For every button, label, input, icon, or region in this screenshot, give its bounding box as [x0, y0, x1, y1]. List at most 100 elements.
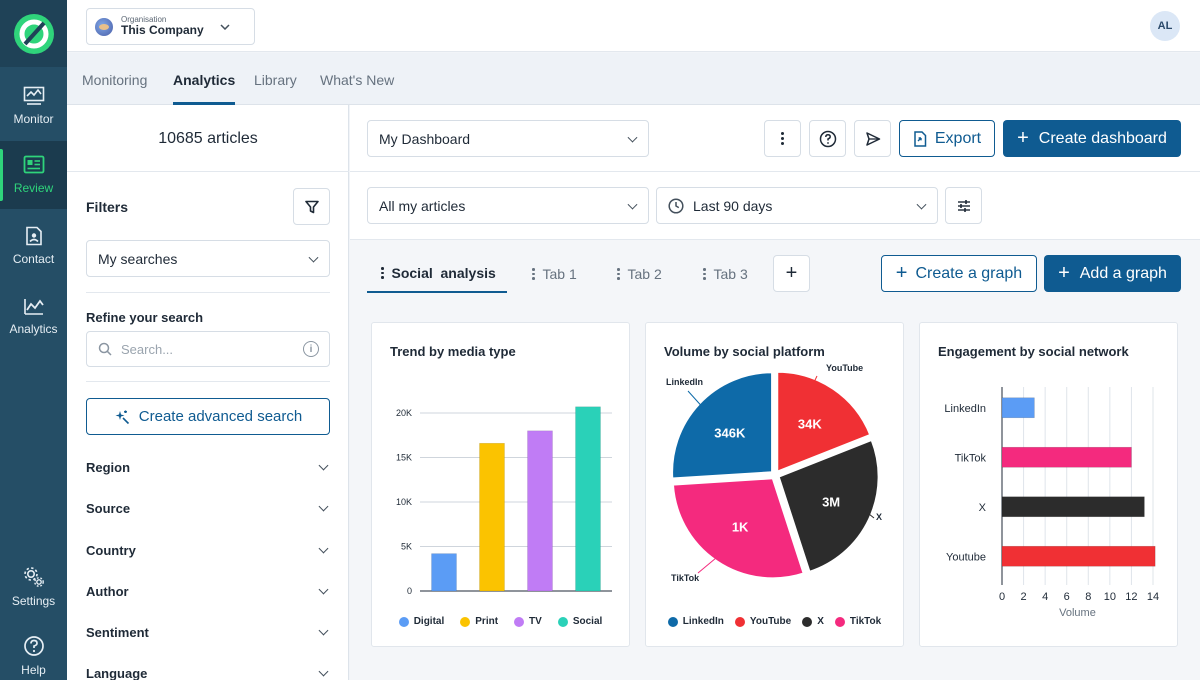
facet-source[interactable]: Source: [86, 493, 330, 523]
article-count: 10685 articles: [67, 105, 349, 172]
chart-card-social-platform: Volume by social platform 34K YouTube 3M X 1…: [645, 322, 904, 647]
create-advanced-search-button[interactable]: Create advanced search: [86, 398, 330, 435]
dashboard-select-value: My Dashboard: [379, 130, 471, 147]
facet-language[interactable]: Language: [86, 658, 330, 680]
dashboard-tab-2[interactable]: Tab 2: [617, 255, 662, 293]
slice-name-label: X: [876, 512, 882, 522]
y-tick-label: 15K: [396, 453, 412, 463]
x-tick-label: 2: [1021, 591, 1027, 603]
legend-swatch: [834, 616, 845, 627]
slice-youtube: [776, 370, 872, 474]
bar-tiktok: [1001, 446, 1132, 468]
tab-whats-new[interactable]: What's New: [320, 72, 395, 88]
legend-label: Digital: [413, 616, 445, 627]
add-graph-button[interactable]: + Add a graph: [1044, 255, 1181, 292]
slice-value-label: 34K: [798, 417, 822, 432]
tab-library[interactable]: Library: [254, 72, 297, 88]
sparkle-icon: [115, 410, 129, 424]
plus-icon: +: [1017, 126, 1029, 149]
rail-item-settings[interactable]: Settings: [0, 553, 67, 621]
search-input[interactable]: [121, 341, 281, 357]
bar-x: [1001, 496, 1145, 518]
rail-item-analytics[interactable]: Analytics: [0, 282, 67, 350]
legend-item: Print: [460, 616, 498, 627]
facet-author[interactable]: Author: [86, 576, 330, 606]
x-axis-label: Volume: [1059, 607, 1096, 619]
divider: [86, 292, 330, 293]
slice-name-label: TikTok: [671, 573, 700, 583]
tab-analytics[interactable]: Analytics: [173, 53, 236, 105]
x-tick-label: 12: [1125, 591, 1137, 603]
dashboard-tab-social-analysis[interactable]: Social analysis: [367, 255, 507, 293]
rail-label: Monitor: [13, 112, 54, 126]
add-tab-button[interactable]: +: [773, 255, 810, 292]
rail-item-review[interactable]: Review: [0, 141, 67, 209]
user-avatar[interactable]: AL: [1150, 11, 1180, 41]
facet-label: Country: [86, 542, 136, 558]
facet-label: Sentiment: [86, 624, 149, 640]
plus-icon: +: [785, 262, 798, 284]
create-graph-button[interactable]: + Create a graph: [881, 255, 1037, 292]
facet-region[interactable]: Region: [86, 452, 330, 482]
app-logo[interactable]: [0, 0, 67, 67]
export-button[interactable]: Export: [899, 120, 995, 157]
legend-item: Digital: [398, 616, 445, 627]
y-tick-label: 20K: [396, 408, 412, 418]
more-options-button[interactable]: [764, 120, 801, 157]
contact-icon: [25, 226, 42, 246]
facet-sentiment[interactable]: Sentiment: [86, 617, 330, 647]
facet-country[interactable]: Country: [86, 535, 330, 565]
chevron-down-icon: [318, 625, 329, 635]
tab-monitoring[interactable]: Monitoring: [82, 72, 148, 88]
chevron-down-icon: [318, 460, 329, 470]
engagement-bar-chart: 0 2 4 6 8 10 12 14 Volume LinkedIn TikTok X Youtube: [944, 387, 1159, 619]
articles-select[interactable]: All my articles: [367, 187, 649, 224]
chevron-down-icon: [308, 252, 319, 263]
dashboard-filterbar: All my articles Last 90 days: [350, 172, 1200, 240]
rail-item-help[interactable]: Help: [0, 622, 67, 680]
y-tick-label: 0: [407, 586, 412, 596]
funnel-icon: [304, 200, 319, 213]
saved-searches-select[interactable]: My searches: [86, 240, 330, 277]
search-icon: [98, 342, 112, 356]
rail-item-monitor[interactable]: Monitor: [0, 72, 67, 140]
filter-button[interactable]: [293, 188, 330, 225]
slice-x: [777, 438, 880, 574]
x-tick-label: 8: [1085, 591, 1091, 603]
legend-swatch: [398, 616, 409, 627]
dashboard-tab-1[interactable]: Tab 1: [532, 255, 577, 293]
legend-swatch: [514, 616, 525, 627]
share-button[interactable]: [854, 120, 891, 157]
chart-title: Engagement by social network: [938, 344, 1129, 359]
date-range-value: Last 90 days: [693, 197, 773, 214]
y-tick-label: 10K: [396, 497, 412, 507]
create-dashboard-label: Create dashboard: [1038, 129, 1167, 147]
date-range-select[interactable]: Last 90 days: [656, 187, 938, 224]
search-field[interactable]: i: [86, 331, 330, 367]
dashboard-select[interactable]: My Dashboard: [367, 120, 649, 157]
kebab-icon: [703, 268, 706, 280]
leader-line: [805, 375, 818, 400]
dashboard-tab-3[interactable]: Tab 3: [703, 255, 748, 293]
organisation-name: This Company: [121, 23, 204, 38]
rail-label: Analytics: [9, 322, 58, 336]
create-dashboard-button[interactable]: + Create dashboard: [1003, 120, 1181, 157]
chart-card-engagement: Engagement by social network 0 2 4 6 8 10 12 14…: [919, 322, 1178, 647]
kebab-icon: [532, 268, 535, 280]
facet-label: Author: [86, 583, 129, 599]
help-button[interactable]: [809, 120, 846, 157]
legend-label: X: [817, 616, 824, 627]
leader-line: [863, 509, 875, 519]
legend-item: LinkedIn: [667, 616, 724, 627]
facet-label: Language: [86, 665, 148, 680]
adjust-filters-button[interactable]: [945, 187, 982, 224]
rail-item-contact[interactable]: Contact: [0, 212, 67, 280]
organisation-avatar: [95, 17, 113, 36]
info-icon[interactable]: i: [303, 341, 319, 357]
x-tick-label: 4: [1042, 591, 1048, 603]
filters-heading: Filters: [86, 199, 129, 215]
organisation-selector[interactable]: Organisation This Company: [86, 8, 255, 45]
legend-swatch: [557, 616, 568, 627]
slice-value-label: 346K: [714, 426, 746, 441]
legend-label: LinkedIn: [682, 616, 724, 627]
